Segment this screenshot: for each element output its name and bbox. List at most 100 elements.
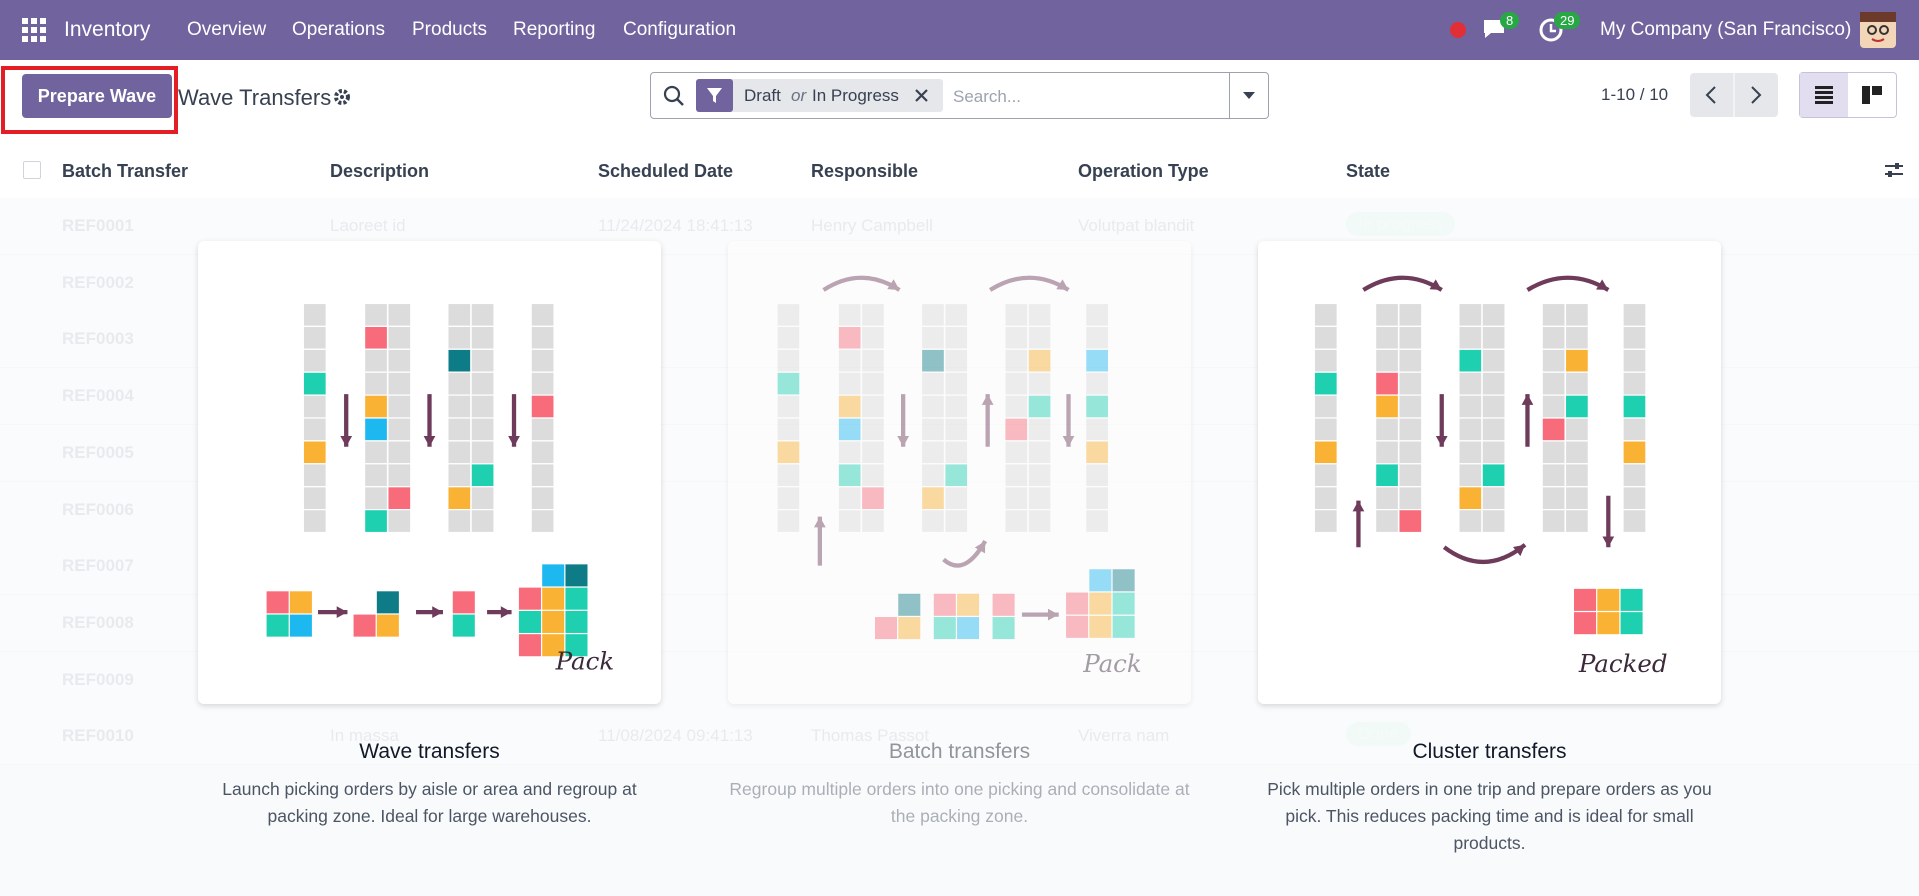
rack-cell [1541,394,1566,419]
arrow-head [1056,279,1069,290]
box [898,617,921,640]
optional-columns[interactable] [1884,161,1904,179]
company[interactable]: My Company (San Francisco) [1600,19,1852,40]
rack-cell [1004,509,1029,534]
rack-cell [1374,348,1400,373]
box [1089,615,1112,638]
gear-icon[interactable] [333,88,351,106]
arrow-head [508,436,520,447]
rack-cell [1313,417,1338,442]
rack-cell [1398,486,1423,511]
record-dot[interactable] [1449,21,1467,39]
rack-cell [1541,486,1566,511]
app-name[interactable]: Inventory [64,18,151,41]
search-bar[interactable]: Draft or In Progress Search... [650,72,1269,119]
helper-title: Wave transfers [359,740,500,763]
table-header: Batch Transfer Description Scheduled Dat… [0,143,1919,199]
column-header[interactable]: State [1346,161,1391,181]
rack-cell [387,348,412,373]
rack-cell [837,348,862,373]
rack-cell [776,394,801,419]
rack-cell [1458,302,1483,327]
rack-cell [920,325,946,350]
rack-cell [1004,348,1029,373]
rack-cell [470,509,495,534]
rack-cell [860,302,886,327]
rack-cell [1564,348,1589,373]
menu-item[interactable]: Operations [292,19,385,40]
rack-cell [837,486,862,511]
rack-cell [302,394,327,419]
rack-cell [470,440,495,465]
menu-item[interactable]: Configuration [623,19,737,40]
column-header[interactable]: Batch Transfer [62,161,189,181]
select-all[interactable] [23,161,41,179]
rack-cell [776,486,801,511]
arrow-head [336,606,348,619]
menu-item[interactable]: Reporting [513,19,596,40]
rack-cell [1541,509,1566,534]
rack-cell [1004,463,1029,488]
search-placeholder[interactable]: Search... [953,87,1022,106]
rack-cell [837,394,862,419]
rack-cell [860,486,886,511]
rack-cell [920,486,946,511]
activities-icon[interactable] [1538,17,1564,43]
rack-cell [1313,509,1338,534]
rack-cell [944,371,969,396]
box [1089,569,1112,592]
rack-cell [1564,417,1589,442]
box [518,610,541,633]
column-header[interactable]: Scheduled Date [598,161,734,181]
dropdown-toggle[interactable] [1242,91,1256,101]
rack-cell [1085,463,1110,488]
rack-cell [1622,325,1647,350]
pager[interactable]: 1-10 / 10 [1601,85,1669,104]
box [992,593,1015,616]
rack-cell [944,440,969,465]
rack-cell [1481,440,1506,465]
box [957,593,980,616]
rack-cell [920,371,946,396]
menu-item[interactable]: Products [412,19,487,40]
rack-cell [776,371,801,396]
rack-cell [302,348,327,373]
avatar[interactable] [1860,12,1896,48]
rack-cell [1458,417,1483,442]
rack-cell [1564,325,1589,350]
prepare-wave-button[interactable]: Prepare Wave [22,74,172,118]
messages-badge: 8 [1500,12,1520,29]
apps-icon[interactable] [22,18,46,42]
list-view-button[interactable] [1800,73,1848,117]
arrow-head [813,516,826,528]
rack-cell [363,348,389,373]
rack-cell [1374,509,1400,534]
rack-cell [363,325,389,350]
kanban-view-button[interactable] [1848,73,1896,117]
rack-cell [387,325,412,350]
rack-cell [920,417,946,442]
box [518,634,541,657]
rack-cell [1374,302,1400,327]
column-header[interactable]: Operation Type [1078,161,1209,181]
facet-value: Draft [744,86,781,105]
column-header[interactable]: Description [330,161,430,181]
rack-cell [530,486,555,511]
column-header[interactable]: Responsible [811,161,919,181]
rack-cell [776,348,801,373]
rack-cell [1004,394,1029,419]
illustration: Packed [1313,275,1668,678]
menu-item[interactable]: Overview [187,19,267,40]
arrow-head [432,606,443,619]
rack-cell [1564,394,1589,419]
messages-icon[interactable] [1481,17,1507,41]
rack-cell [470,417,495,442]
rack-cell [302,440,327,465]
box [1089,592,1112,615]
arrow-head [974,541,986,554]
box [518,587,541,610]
filter-facet[interactable]: Draft or In Progress [696,79,943,112]
facet-remove[interactable] [914,88,929,103]
pager-arrows[interactable] [1690,73,1778,117]
helper-card: Packed [1258,241,1721,704]
